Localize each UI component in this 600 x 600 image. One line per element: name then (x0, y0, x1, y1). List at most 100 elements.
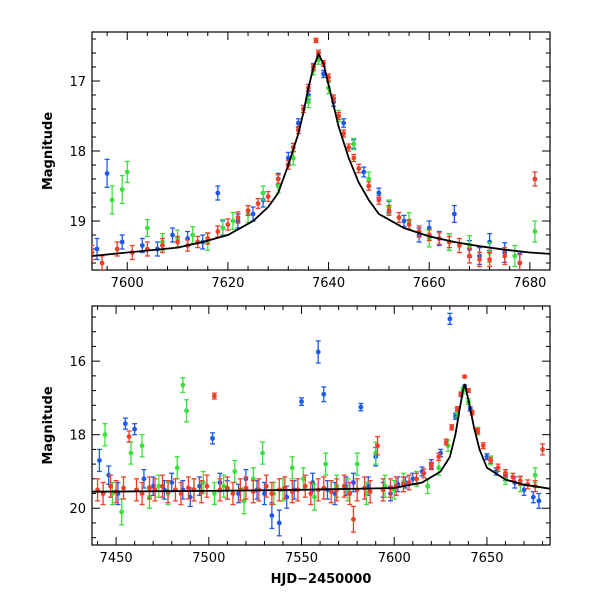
data-point (160, 243, 165, 248)
data-point (386, 208, 392, 213)
data-point (467, 253, 472, 259)
data-point (366, 176, 372, 182)
data-point (503, 470, 508, 476)
data-point (128, 450, 134, 456)
data-point (406, 480, 412, 485)
data-point (425, 483, 431, 489)
data-point (521, 487, 527, 493)
data-point (104, 171, 110, 176)
data-point (260, 190, 266, 196)
x-tick-label: 7600 (378, 551, 411, 566)
data-point (361, 169, 367, 175)
data-point (354, 461, 360, 467)
x-tick-label: 7600 (111, 276, 144, 291)
data-point (436, 454, 442, 460)
data-point (169, 480, 175, 485)
x-tick-label: 7450 (100, 551, 133, 566)
data-point (220, 225, 226, 231)
data-point (99, 260, 105, 266)
data-point (347, 491, 353, 496)
bottom-panel: 7450 7500 7550 7600 7650 16 18 20 Magnitude HJD−2… (41, 305, 551, 587)
data-point (341, 483, 347, 489)
data-point (312, 494, 317, 500)
data-point (351, 155, 357, 161)
data-point (477, 257, 482, 262)
data-point (315, 349, 321, 355)
data-point (160, 483, 165, 489)
data-point (245, 208, 251, 213)
data-point (265, 194, 271, 199)
data-point (302, 483, 308, 489)
data-point (221, 483, 227, 489)
model-curve (92, 52, 550, 257)
data-point (510, 474, 516, 480)
data-point (406, 222, 412, 227)
data-point (421, 470, 427, 476)
data-point (262, 491, 267, 496)
data-point (443, 439, 449, 445)
data-point (396, 215, 402, 220)
data-point (289, 465, 295, 471)
data-point (210, 435, 215, 441)
data-point (215, 190, 221, 196)
x-tick-label: 7640 (312, 276, 345, 291)
data-point (275, 176, 281, 182)
data-point (313, 38, 319, 43)
x-tick-label: 7550 (285, 551, 318, 566)
x-tick-label: 7660 (413, 276, 446, 291)
data-point (428, 463, 434, 469)
data-point (341, 120, 347, 126)
data-point (512, 253, 518, 259)
data-point (356, 166, 362, 171)
data-point (211, 491, 217, 496)
data-point (336, 113, 342, 119)
data-point (532, 472, 538, 478)
data-point (410, 476, 416, 482)
y-axis-label: Magnitude (41, 112, 56, 191)
x-axis-label: HJD−2450000 (271, 572, 372, 587)
data-point (451, 211, 457, 217)
data-point (215, 229, 221, 234)
data-point (230, 218, 236, 224)
plot-area (92, 37, 550, 270)
plot-area (92, 312, 550, 537)
data-point (178, 491, 184, 496)
data-point (132, 426, 138, 432)
data-point (295, 120, 301, 126)
data-point (401, 218, 407, 224)
data-point (530, 494, 536, 500)
series-0 (96, 312, 542, 537)
data-point (328, 489, 334, 495)
data-point (144, 225, 150, 231)
data-point (139, 243, 145, 248)
data-point (114, 246, 120, 252)
data-point (170, 232, 175, 238)
data-point (180, 382, 186, 388)
data-point (204, 483, 210, 489)
data-point (269, 513, 275, 518)
y-tick-label: 20 (69, 502, 86, 517)
data-point (119, 509, 125, 515)
data-point (119, 187, 125, 192)
data-point (495, 465, 501, 471)
plot-frame (91, 305, 551, 546)
data-point (174, 465, 180, 471)
data-point (122, 421, 128, 427)
data-point (211, 393, 217, 399)
data-point (447, 316, 453, 322)
data-point (414, 476, 419, 482)
data-point (376, 190, 382, 196)
x-tick-label: 7500 (192, 551, 225, 566)
data-point (126, 434, 132, 439)
data-point (260, 450, 265, 456)
data-point (488, 458, 494, 463)
plot-frame (91, 31, 551, 271)
data-point (255, 201, 261, 206)
data-point (308, 491, 314, 496)
data-point (230, 491, 236, 496)
data-point (457, 243, 462, 248)
data-point (290, 155, 296, 161)
data-point (376, 197, 382, 203)
data-point (184, 408, 189, 414)
